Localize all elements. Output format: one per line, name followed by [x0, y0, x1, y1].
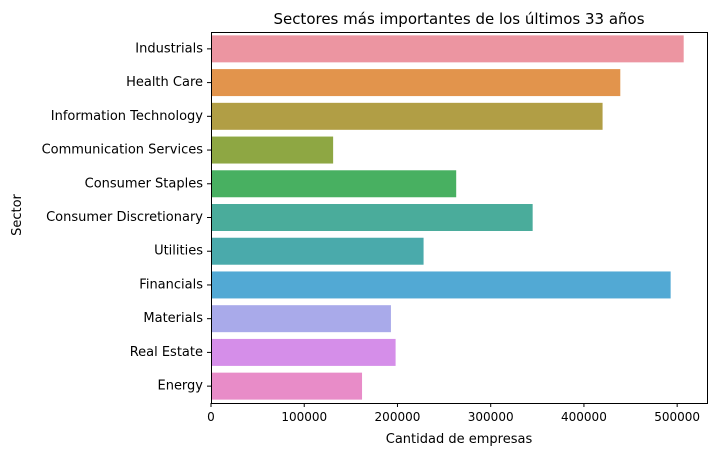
- bar-financials: [211, 271, 671, 299]
- y-tick-label: Health Care: [126, 75, 203, 90]
- bar-real-estate: [211, 338, 396, 366]
- y-tick-label: Industrials: [135, 41, 203, 56]
- x-tick-label: 500000: [654, 410, 700, 424]
- bars-group: [211, 35, 684, 400]
- bar-utilities: [211, 237, 424, 265]
- chart-title: Sectores más importantes de los últimos …: [273, 10, 644, 28]
- x-tick-label: 0: [207, 410, 215, 424]
- bar-consumer-discretionary: [211, 204, 533, 231]
- bar-communication-services: [211, 136, 334, 164]
- bar-industrials: [211, 35, 684, 63]
- x-axis-ticks: 0 100000 200000 300000 400000 500000: [207, 403, 700, 424]
- y-tick-label: Energy: [157, 379, 203, 394]
- bar-energy: [211, 372, 363, 400]
- plot-frame: [211, 32, 708, 404]
- y-tick-label: Financials: [139, 277, 203, 292]
- y-axis-ticks: Industrials Health Care Information Techno…: [42, 41, 211, 394]
- y-axis-label: Sector: [10, 193, 25, 235]
- x-tick-label: 200000: [375, 410, 421, 424]
- bar-health-care: [211, 69, 621, 97]
- bar-consumer-staples: [211, 170, 457, 198]
- bar-materials: [211, 305, 391, 333]
- y-tick-label: Information Technology: [51, 109, 204, 124]
- x-tick-label: 100000: [281, 410, 327, 424]
- y-tick-label: Utilities: [154, 244, 203, 259]
- x-tick-label: 400000: [561, 410, 607, 424]
- y-tick-label: Communication Services: [42, 143, 204, 158]
- y-tick-label: Consumer Discretionary: [46, 210, 203, 225]
- y-tick-label: Materials: [143, 311, 203, 326]
- bar-information-technology: [211, 102, 603, 130]
- y-tick-label: Real Estate: [130, 345, 203, 360]
- x-tick-label: 300000: [468, 410, 514, 424]
- x-axis-label: Cantidad de empresas: [386, 432, 533, 447]
- y-tick-label: Consumer Staples: [85, 176, 204, 191]
